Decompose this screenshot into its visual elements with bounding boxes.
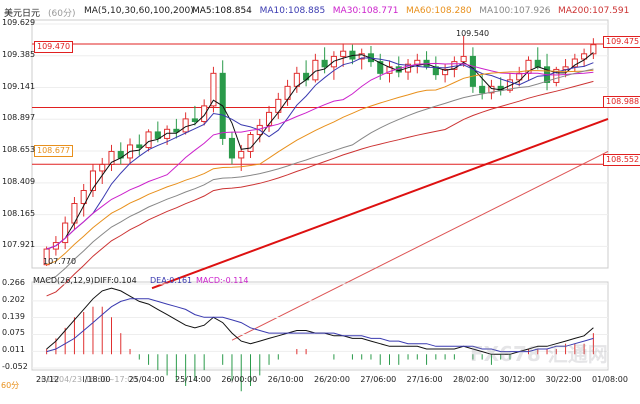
x-tick-label: 28/02:00 xyxy=(453,375,489,384)
macd-label: MACD(26,12,9) xyxy=(33,276,94,285)
candle-body xyxy=(442,68,449,76)
ma-line-3 xyxy=(46,69,594,266)
x-tick-label: 01/08:00 xyxy=(592,375,628,384)
price-tag-108677: 108.677 xyxy=(34,145,74,157)
ma-line-2 xyxy=(46,62,594,250)
ma-value-1: MA10:108.885 xyxy=(259,6,326,16)
candle-body xyxy=(516,72,523,81)
ma-line-1 xyxy=(46,57,594,250)
candle-body xyxy=(581,53,588,60)
trend-line-main xyxy=(151,117,609,290)
low-note: 107.770 xyxy=(43,257,77,266)
high-note: 109.540 xyxy=(456,29,490,38)
candle-body xyxy=(238,150,245,159)
candle-body xyxy=(303,72,310,81)
y-tick-label: 109.385 xyxy=(2,49,36,59)
macd-y-tick-label: 0.266 xyxy=(2,278,25,287)
y-tick-label: 108.897 xyxy=(2,113,36,123)
candle-body xyxy=(479,85,486,94)
candle-body xyxy=(312,59,319,81)
candle-body xyxy=(182,118,189,133)
candle-body xyxy=(265,111,273,126)
y-tick-label: 109.141 xyxy=(2,81,36,91)
candle-body xyxy=(154,131,161,139)
macd-y-tick-label: -0.052 xyxy=(2,362,28,371)
macd-y-tick-label: 0.075 xyxy=(2,328,25,338)
ma-value-2: MA30:108.771 xyxy=(332,6,399,16)
candle-body xyxy=(164,128,171,139)
cursor-time-label: 2018/04/23 16:00~17:00 xyxy=(36,375,138,384)
candle-body xyxy=(571,58,578,68)
candle-body xyxy=(488,85,495,94)
candle-body xyxy=(108,150,115,165)
candle-body xyxy=(201,105,208,123)
candle-body xyxy=(173,128,180,133)
y-tick-label: 109.629 xyxy=(2,18,36,27)
candle-body xyxy=(340,50,347,57)
macd-y-tick-label: 0.202 xyxy=(2,294,25,304)
kline-frame xyxy=(31,19,609,269)
period-bottom-label: 60分 xyxy=(1,381,20,390)
candle-body xyxy=(358,53,365,60)
macd-frame xyxy=(31,281,609,371)
candle-body xyxy=(590,44,597,55)
candle-body xyxy=(210,72,217,107)
x-tick-label: 25/04:00 xyxy=(128,375,165,384)
ma-params-label: MA(5,10,30,60,100,200) xyxy=(84,6,194,16)
y-tick-label: 108.165 xyxy=(2,208,36,218)
x-tick-label: 23/12 xyxy=(36,375,60,384)
ma-line-4 xyxy=(46,68,594,281)
candle-body xyxy=(293,72,300,87)
candle-body xyxy=(321,59,328,68)
candle-body xyxy=(460,55,467,63)
candle-body xyxy=(145,131,152,149)
x-tick-label: 26/00:00 xyxy=(221,375,258,384)
macd-dea: DEA:0.161 xyxy=(150,276,193,285)
price-tag-108988: 108.988 xyxy=(603,96,640,108)
x-tick-label: 27/16:00 xyxy=(406,375,443,384)
candle-body xyxy=(62,222,69,244)
macd-dea-line xyxy=(46,298,594,353)
candle-body xyxy=(89,170,97,191)
ma-value-0: MA5:108.854 xyxy=(192,6,252,16)
macd-value: MACD:-0.114 xyxy=(196,276,249,285)
y-tick-label: 107.921 xyxy=(2,240,36,250)
candle-body xyxy=(377,61,384,74)
macd-y-tick-label: 0.011 xyxy=(2,345,25,355)
ma-line-5 xyxy=(46,80,594,297)
watermark: FX678 汇通网 xyxy=(470,342,608,366)
candle-body xyxy=(534,59,541,68)
symbol-label: 美元日元 xyxy=(4,9,41,19)
x-tick-label: 25/14:00 xyxy=(175,375,211,384)
price-tag-108552: 108.552 xyxy=(603,154,640,166)
x-tick-label: I/18:00 xyxy=(82,375,111,384)
y-tick-label: 108.409 xyxy=(2,176,36,186)
ma-value-4: MA100:107.926 xyxy=(479,6,551,16)
ma-value-5: MA200:107.591 xyxy=(558,6,630,16)
x-tick-label: 30/12:00 xyxy=(499,375,536,384)
candle-body xyxy=(553,68,560,83)
price-tag-109470: 109.470 xyxy=(34,41,74,53)
candle-body xyxy=(80,189,87,205)
candle-body xyxy=(191,118,198,123)
y-tick-label: 108.653 xyxy=(2,145,36,155)
ma-line-0 xyxy=(46,52,594,250)
trend-line-lower xyxy=(231,150,609,341)
x-tick-label: 27/06:00 xyxy=(360,375,397,384)
price-tag-109475: 109.475 xyxy=(603,36,640,48)
macd-diff: DIFF:0.104 xyxy=(94,276,137,285)
x-tick-label: 26/20:00 xyxy=(314,375,350,384)
period-label: (60分) xyxy=(48,9,76,19)
macd-y-tick-label: 0.139 xyxy=(2,311,25,321)
candle-body xyxy=(469,55,476,87)
x-tick-label: 26/10:00 xyxy=(267,375,304,384)
candle-body xyxy=(136,144,143,149)
candle-body xyxy=(99,163,106,172)
candle-body xyxy=(247,134,254,152)
x-tick-label: 30/22:00 xyxy=(545,375,582,384)
candle-body xyxy=(228,137,236,159)
ma-value-3: MA60:108.280 xyxy=(406,6,472,16)
